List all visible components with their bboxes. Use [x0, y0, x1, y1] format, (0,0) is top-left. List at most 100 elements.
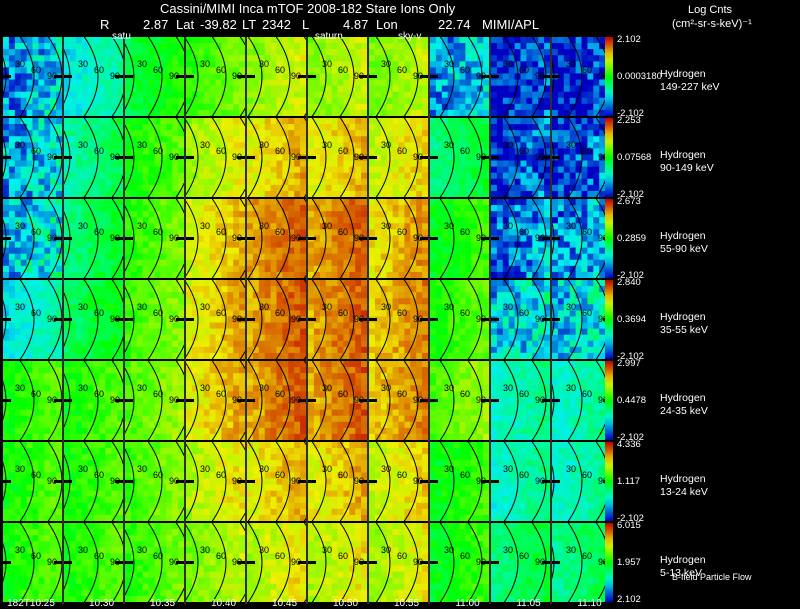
heatmap-cell	[64, 223, 71, 230]
heatmap-cell	[349, 79, 356, 87]
heatmap-cell	[313, 79, 321, 87]
contour-label: 90	[47, 314, 57, 324]
heatmap-cell	[569, 130, 576, 137]
heatmap-cell	[3, 328, 10, 336]
heatmap-cell	[398, 166, 405, 174]
heatmap-cell	[520, 79, 527, 87]
heatmap-cell	[282, 298, 289, 305]
heatmap-cell	[557, 235, 565, 242]
heatmap-cell	[361, 223, 367, 230]
heatmap-cell	[508, 49, 515, 56]
heatmap-cell	[197, 271, 205, 278]
heatmap-cell	[56, 118, 62, 125]
heatmap-cell	[544, 259, 550, 267]
heatmap-cell	[264, 136, 271, 143]
heatmap-cell	[209, 166, 216, 174]
heatmap-cell	[575, 229, 582, 236]
heatmap-cell	[258, 91, 266, 99]
heatmap-cell	[343, 310, 350, 317]
heatmap-cell	[496, 49, 504, 56]
heatmap-cell	[300, 103, 306, 111]
heatmap-cell	[239, 160, 245, 168]
heatmap-cell	[453, 130, 460, 137]
heatmap-cell	[111, 55, 118, 62]
heatmap-cell	[313, 118, 321, 125]
heatmap-cell	[26, 178, 33, 186]
heatmap-cell	[374, 178, 382, 186]
heatmap-cell	[172, 130, 179, 137]
heatmap-cell	[294, 322, 301, 330]
heatmap-cell	[8, 253, 16, 261]
heatmap-cell	[563, 247, 571, 255]
heatmap-cell	[410, 178, 417, 186]
heatmap-cell	[56, 328, 62, 336]
heatmap-cell	[87, 124, 94, 131]
heatmap-cell	[575, 148, 582, 155]
heatmap-cell	[197, 61, 205, 68]
heatmap-cell	[422, 172, 428, 180]
heatmap-cell	[563, 172, 571, 180]
heatmap-cell	[514, 85, 521, 93]
heatmap-cell	[105, 49, 112, 56]
heatmap-cell	[441, 73, 449, 80]
heatmap-cell	[111, 148, 118, 155]
heatmap-cell	[32, 124, 39, 131]
heatmap-cell	[105, 352, 112, 359]
heatmap-cell	[569, 265, 576, 273]
heatmap-cell	[459, 229, 466, 236]
heatmap-cell	[282, 352, 289, 359]
heatmap-cell	[50, 172, 57, 180]
heatmap-cell	[337, 265, 344, 273]
heatmap-cell	[227, 352, 234, 359]
heatmap-cell	[99, 334, 106, 342]
heatmap-cell	[538, 265, 545, 273]
heatmap-cell	[264, 217, 271, 224]
heatmap-cell	[81, 280, 88, 287]
heatmap-cell	[532, 199, 539, 206]
heatmap-cell	[50, 61, 57, 68]
heatmap-cell	[361, 280, 367, 287]
heatmap-cell	[38, 310, 45, 317]
heatmap-cell	[105, 199, 112, 206]
heatmap-cell	[148, 322, 155, 330]
heatmap-cell	[38, 37, 45, 44]
heatmap-cell	[471, 223, 478, 230]
heatmap-cell	[325, 49, 332, 56]
heatmap-cell	[502, 229, 510, 236]
heatmap-cell	[593, 178, 600, 186]
heatmap-cell	[369, 172, 376, 180]
heatmap-cell	[38, 166, 45, 174]
heatmap-cell	[142, 346, 149, 354]
heatmap-cell	[8, 334, 16, 342]
heatmap-cell	[593, 235, 600, 242]
heatmap-cell	[44, 85, 51, 93]
heatmap-cell	[178, 130, 184, 137]
heatmap-cell	[191, 67, 199, 74]
heatmap-cell	[221, 55, 228, 62]
heatmap-cell	[331, 55, 338, 62]
heatmap-cell	[14, 190, 22, 197]
heatmap-cell	[56, 199, 62, 206]
heatmap-cell	[252, 190, 260, 197]
heatmap-cell	[300, 184, 306, 192]
heatmap-cell	[288, 286, 295, 293]
heatmap-cell	[130, 298, 138, 305]
heatmap-cell	[282, 322, 289, 330]
heatmap-cell	[313, 67, 321, 74]
heatmap-cell	[191, 184, 199, 192]
heatmap-cell	[8, 235, 16, 242]
heatmap-cell	[32, 286, 39, 293]
heatmap-cell	[569, 241, 576, 249]
heatmap-cell	[294, 247, 301, 255]
heatmap-cell	[593, 211, 600, 218]
heatmap-cell	[569, 124, 576, 131]
heatmap-cell	[209, 43, 216, 50]
heatmap-cell	[337, 124, 344, 131]
heatmap-cell	[410, 253, 417, 261]
heatmap-cell	[215, 130, 222, 137]
heatmap-cell	[197, 346, 205, 354]
heatmap-cell	[599, 235, 606, 242]
heatmap-cell	[209, 259, 216, 267]
heatmap-cell	[136, 316, 144, 323]
heatmap-cell	[81, 79, 88, 87]
